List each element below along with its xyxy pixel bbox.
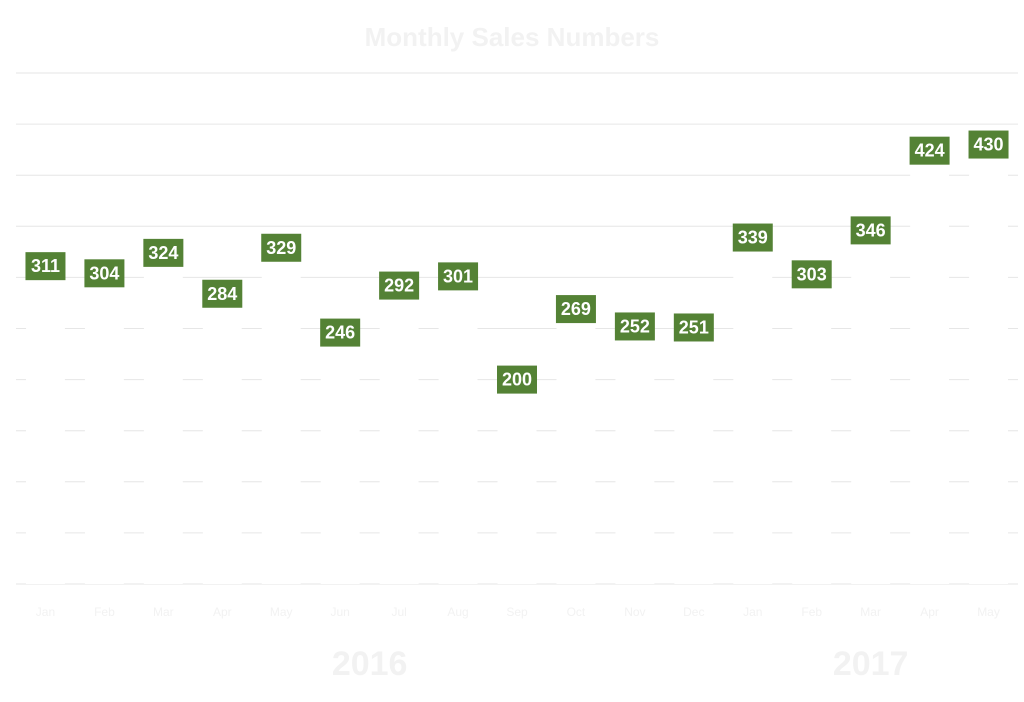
bar	[851, 230, 891, 584]
x-axis-groups: 2016 2017	[332, 645, 909, 683]
data-label: 301	[443, 266, 473, 286]
bar	[969, 144, 1008, 585]
data-label-box	[850, 216, 891, 245]
data-label-box	[84, 259, 125, 288]
data-label-box	[614, 312, 655, 341]
bar	[910, 150, 950, 584]
chart-title: Monthly Sales Numbers	[365, 22, 660, 52]
bar	[615, 326, 655, 584]
data-label-box	[143, 238, 184, 267]
data-label: 424	[915, 141, 945, 161]
data-label: 284	[207, 284, 237, 304]
bar	[674, 327, 714, 584]
bar	[733, 237, 773, 585]
x-tick-label: Feb	[94, 605, 115, 619]
data-labels: 311 304 324 284 329 246 292 301 200 269 252 251 339 3…	[25, 130, 1009, 394]
data-label-box	[673, 313, 714, 342]
data-label-box	[555, 295, 596, 324]
x-tick-label: May	[270, 605, 293, 619]
bar	[556, 309, 596, 584]
x-group-label: 2017	[833, 645, 909, 683]
data-label-box	[438, 262, 479, 291]
bar	[379, 285, 419, 584]
data-label-box	[909, 136, 950, 165]
bar	[438, 276, 478, 584]
x-tick-label: Apr	[920, 605, 939, 619]
x-tick-label: Feb	[801, 605, 822, 619]
bar	[26, 266, 65, 584]
x-group-label: 2016	[332, 645, 408, 683]
data-label: 252	[620, 316, 650, 336]
data-label-box	[379, 271, 420, 300]
bar	[792, 274, 832, 584]
x-tick-label: Aug	[447, 605, 468, 619]
x-tick-label: Oct	[567, 605, 586, 619]
x-axis-ticks: Jan Feb Mar Apr May Jun Jul Aug Sep Oct Nov Dec Jan F…	[36, 605, 1000, 619]
data-label-box	[320, 318, 361, 347]
x-tick-label: May	[977, 605, 1000, 619]
x-tick-label: Jan	[743, 605, 762, 619]
data-label: 246	[325, 323, 355, 343]
data-label: 303	[797, 264, 827, 284]
x-tick-label: Jul	[391, 605, 406, 619]
data-label-box	[497, 365, 537, 394]
x-tick-label: Apr	[213, 605, 232, 619]
data-label: 311	[31, 256, 60, 276]
bars	[26, 144, 1008, 585]
data-label: 269	[561, 299, 591, 319]
x-tick-label: Sep	[506, 605, 528, 619]
bar	[261, 247, 301, 584]
x-tick-label: Jan	[36, 605, 55, 619]
bar	[320, 332, 360, 584]
x-tick-label: Dec	[683, 605, 704, 619]
data-label-box	[732, 223, 773, 252]
data-label: 346	[856, 220, 886, 240]
data-label-box	[25, 252, 66, 281]
data-label-box	[261, 233, 302, 262]
data-label: 329	[266, 238, 296, 258]
data-label: 304	[89, 263, 119, 283]
data-label: 251	[679, 317, 709, 337]
x-tick-label: Nov	[624, 605, 645, 619]
data-label-box	[968, 130, 1009, 159]
data-label-box	[202, 279, 243, 308]
bar	[143, 252, 183, 584]
data-label-box	[791, 260, 832, 289]
bar	[84, 273, 124, 584]
data-label: 292	[384, 276, 414, 296]
x-tick-label: Jun	[330, 605, 349, 619]
data-label: 339	[738, 228, 768, 248]
x-tick-label: Mar	[860, 605, 881, 619]
data-label: 324	[148, 243, 178, 263]
x-tick-label: Mar	[153, 605, 174, 619]
data-label: 200	[502, 370, 532, 390]
data-label: 430	[974, 135, 1004, 155]
bar	[497, 379, 537, 584]
bar	[202, 293, 242, 584]
